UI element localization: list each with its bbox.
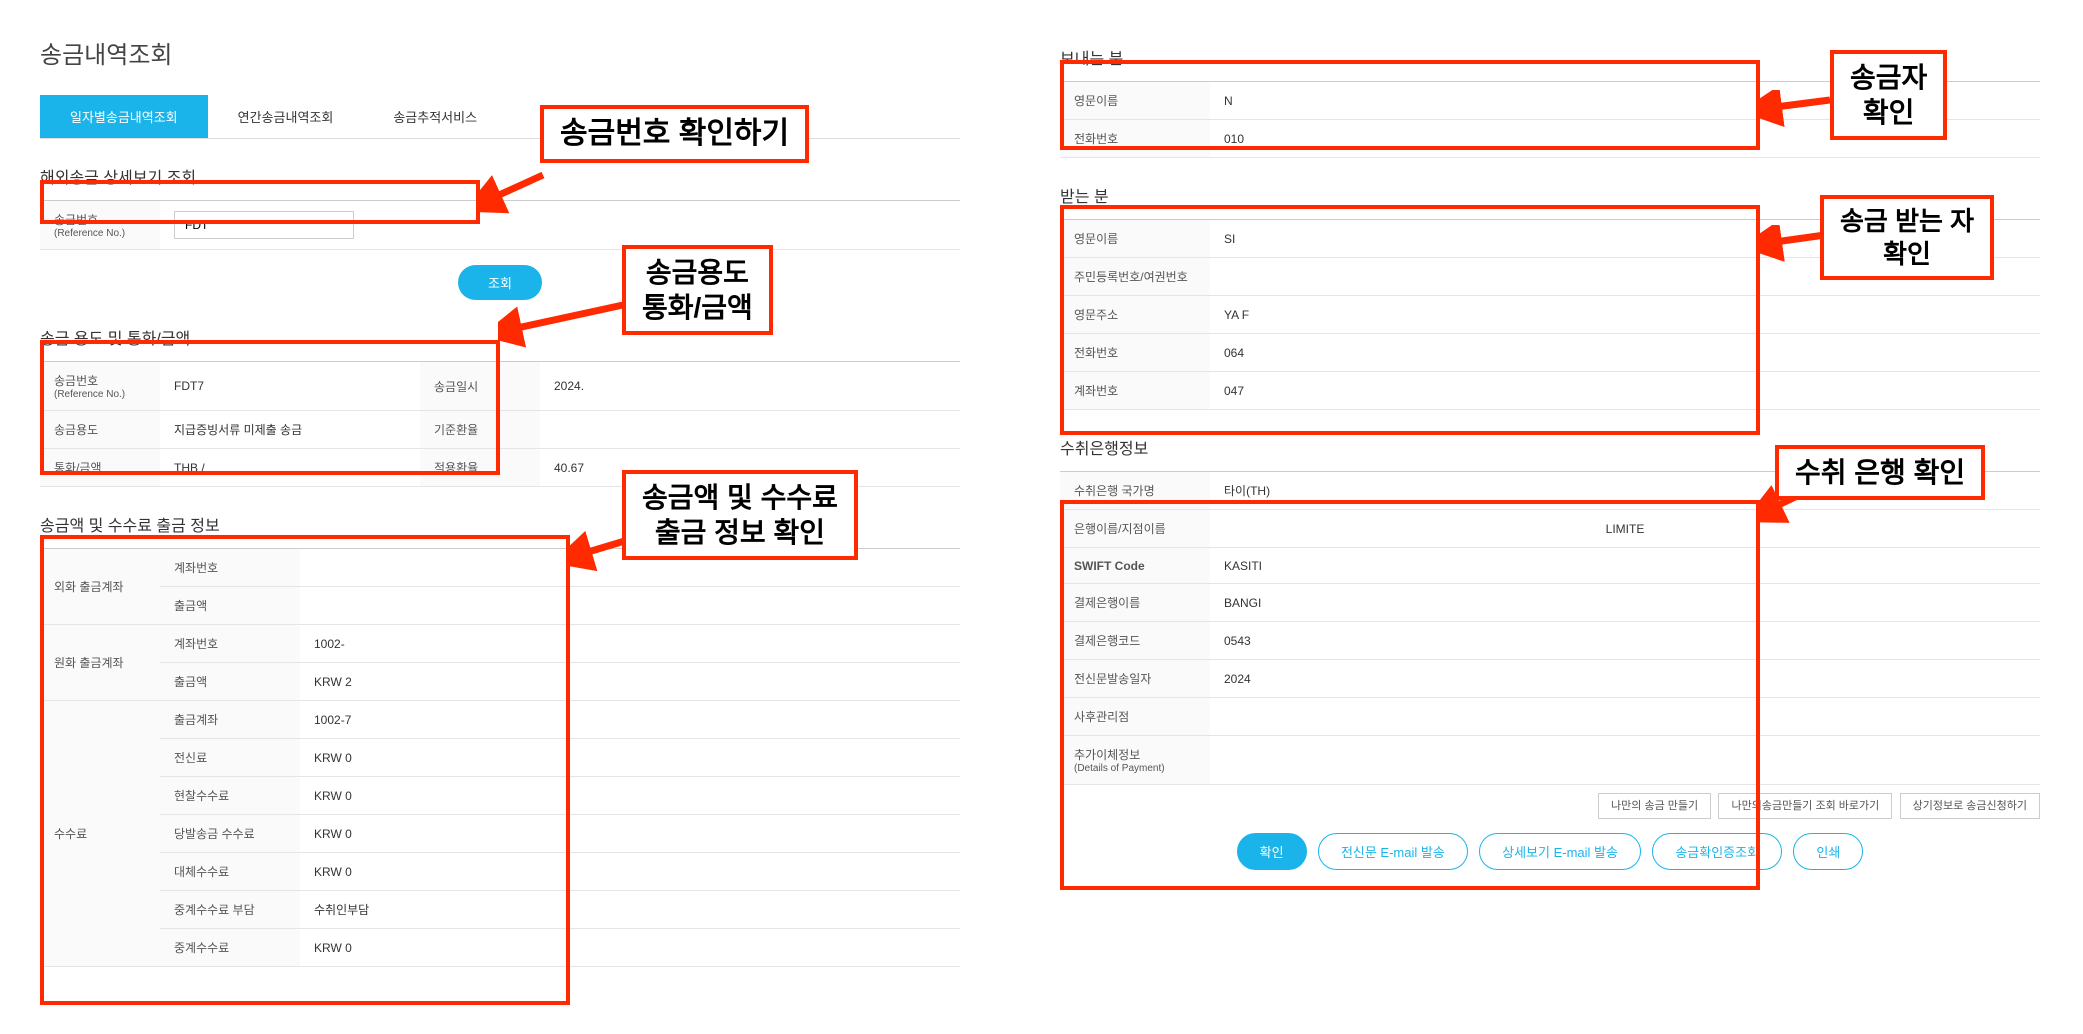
page-title: 송금내역조회 xyxy=(40,35,960,70)
link-row: 나만의 송금 만들기 나만의송금만들기 조회 바로가기 상기정보로 송금신청하기 xyxy=(1060,797,2040,813)
label: 송금용도 xyxy=(40,411,160,449)
value: BANGI xyxy=(1210,584,2040,622)
label: 전화번호 xyxy=(1060,334,1210,372)
email-telex-button[interactable]: 전신문 E-mail 발송 xyxy=(1318,833,1468,870)
label: 전신문발송일자 xyxy=(1060,660,1210,698)
value: 0543 xyxy=(1210,622,2040,660)
value: 2024. xyxy=(540,362,960,411)
label: 주민등록번호/여권번호 xyxy=(1060,258,1210,296)
callout-sender: 송금자 확인 xyxy=(1830,50,1947,140)
ref-label: 송금번호 (Reference No.) xyxy=(40,201,160,250)
value xyxy=(1210,698,2040,736)
value: LIMITE xyxy=(1210,510,2040,548)
label: 통화/금액 xyxy=(40,449,160,487)
callout-purpose: 송금용도 통화/금액 xyxy=(622,245,773,335)
tab-tracking[interactable]: 송금추적서비스 xyxy=(363,95,507,138)
value: 047 xyxy=(1210,372,2040,410)
ref-input[interactable] xyxy=(174,211,354,239)
value: YA F xyxy=(1210,296,2040,334)
label: 추가이체정보(Details of Payment) xyxy=(1060,736,1210,785)
action-row: 확인 전신문 E-mail 발송 상세보기 E-mail 발송 송금확인증조회 … xyxy=(1060,833,2040,870)
link-view-remit[interactable]: 나만의송금만들기 조회 바로가기 xyxy=(1718,793,1892,819)
section-purpose-title: 송금 용도 및 통화/금액 xyxy=(40,325,960,349)
tab-yearly[interactable]: 연간송금내역조회 xyxy=(208,95,364,138)
group: 수수료 xyxy=(40,701,160,967)
value xyxy=(540,411,960,449)
label: 결제은행코드 xyxy=(1060,622,1210,660)
link-make-remit[interactable]: 나만의 송금 만들기 xyxy=(1598,793,1711,819)
section-detail-title: 해외송금 상세보기 조회 xyxy=(40,164,960,188)
value: 수취인부담 xyxy=(300,891,960,929)
tab-daily[interactable]: 일자별송금내역조회 xyxy=(40,95,208,138)
label: 결제은행이름 xyxy=(1060,584,1210,622)
confirm-slip-button[interactable]: 송금확인증조회 xyxy=(1652,833,1782,870)
value: 1002- xyxy=(300,625,960,663)
label: 영문이름 xyxy=(1060,220,1210,258)
value: KRW 2 xyxy=(300,663,960,701)
value: KRW 0 xyxy=(300,853,960,891)
purpose-table: 송금번호(Reference No.) FDT7 송금일시 2024. 송금용도… xyxy=(40,361,960,487)
label: 사후관리점 xyxy=(1060,698,1210,736)
callout-receiver: 송금 받는 자 확인 xyxy=(1820,195,1994,280)
label: 영문주소 xyxy=(1060,296,1210,334)
label: 수취은행 국가명 xyxy=(1060,472,1210,510)
value: FDT7 xyxy=(160,362,420,411)
label: 영문이름 xyxy=(1060,82,1210,120)
value: 지급증빙서류 미제출 송금 xyxy=(160,411,420,449)
value xyxy=(1210,736,2040,785)
detail-table: 송금번호 (Reference No.) xyxy=(40,200,960,250)
value: KRW 0 xyxy=(300,739,960,777)
label: 출금액 xyxy=(160,587,300,625)
withdraw-table: 외화 출금계좌 계좌번호 출금액 원화 출금계좌 계좌번호 1002- 출금액 … xyxy=(40,548,960,967)
label: 출금액 xyxy=(160,663,300,701)
label: 출금계좌 xyxy=(160,701,300,739)
group: 외화 출금계좌 xyxy=(40,549,160,625)
value: KRW 0 xyxy=(300,929,960,967)
label: 계좌번호 xyxy=(1060,372,1210,410)
label: 중계수수료 xyxy=(160,929,300,967)
label: 은행이름/지점이름 xyxy=(1060,510,1210,548)
value: KRW 0 xyxy=(300,815,960,853)
label: 기준환율 xyxy=(420,411,540,449)
value: KASITI xyxy=(1210,548,2040,584)
value: 1002-7 xyxy=(300,701,960,739)
label: 중계수수료 부담 xyxy=(160,891,300,929)
print-button[interactable]: 인쇄 xyxy=(1793,833,1863,870)
label: 대체수수료 xyxy=(160,853,300,891)
email-detail-button[interactable]: 상세보기 E-mail 발송 xyxy=(1479,833,1641,870)
value: 2024 xyxy=(1210,660,2040,698)
value: 064 xyxy=(1210,334,2040,372)
bank-table: 수취은행 국가명 타이(TH) 은행이름/지점이름 LIMITE SWIFT C… xyxy=(1060,471,2040,785)
value xyxy=(300,587,960,625)
tabs: 일자별송금내역조회 연간송금내역조회 송금추적서비스 xyxy=(40,95,960,139)
label: 계좌번호 xyxy=(160,625,300,663)
value: THB / xyxy=(160,449,420,487)
callout-ref: 송금번호 확인하기 xyxy=(540,105,809,163)
label: 전신료 xyxy=(160,739,300,777)
callout-withdraw: 송금액 및 수수료 출금 정보 확인 xyxy=(622,470,858,560)
callout-bank: 수취 은행 확인 xyxy=(1775,445,1985,500)
label: 당발송금 수수료 xyxy=(160,815,300,853)
label: 전화번호 xyxy=(1060,120,1210,158)
query-button[interactable]: 조회 xyxy=(458,265,542,300)
label: 송금번호(Reference No.) xyxy=(40,362,160,411)
label: 송금일시 xyxy=(420,362,540,411)
label: 계좌번호 xyxy=(160,549,300,587)
label: 적용환율 xyxy=(420,449,540,487)
value: KRW 0 xyxy=(300,777,960,815)
link-apply-remit[interactable]: 상기정보로 송금신청하기 xyxy=(1900,793,2040,819)
group: 원화 출금계좌 xyxy=(40,625,160,701)
label: 현찰수수료 xyxy=(160,777,300,815)
confirm-button[interactable]: 확인 xyxy=(1237,833,1307,870)
label: SWIFT Code xyxy=(1060,548,1210,584)
